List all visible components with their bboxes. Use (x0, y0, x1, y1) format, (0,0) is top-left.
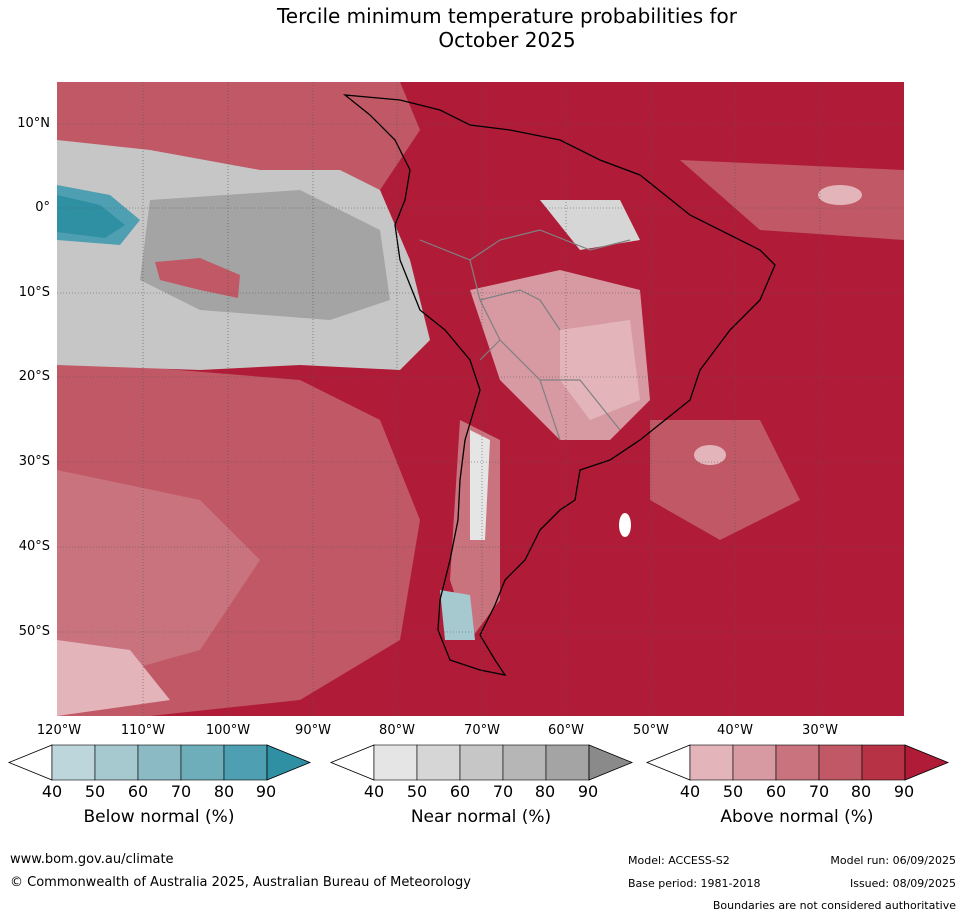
graticule (57, 82, 904, 716)
lat-label-10s: 10°S (18, 285, 50, 300)
near-tick-80: 80 (534, 782, 556, 801)
atlantic-light-patch-2 (694, 445, 726, 465)
above-bar-segment-2 (732, 744, 777, 781)
lat-label-20s: 20°S (18, 369, 50, 384)
below-tick-80: 80 (213, 782, 235, 801)
issued-date: Issued: 08/09/2025 (849, 877, 956, 890)
title-line-1: Tercile minimum temperature probabilitie… (276, 4, 738, 28)
below-bar-high-extension (266, 744, 312, 781)
above-bar-low-extension (645, 744, 691, 781)
title-line-2: October 2025 (438, 28, 576, 52)
lon-label-120w: 120°W (36, 723, 82, 738)
lat-label-40s: 40°S (18, 539, 50, 554)
base-period: Base period: 1981-2018 (628, 877, 761, 890)
near-bar-high-extension (588, 744, 634, 781)
lat-label-0: 0° (35, 200, 50, 215)
above-tick-60: 60 (765, 782, 787, 801)
above-bar-high-extension (904, 744, 950, 781)
below-bar-segment-2 (94, 744, 139, 781)
near-normal-title: Near normal (%) (410, 807, 552, 827)
above-normal-pocket (155, 258, 240, 298)
near-tick-40: 40 (363, 782, 385, 801)
above-normal-70-north-atlantic (680, 160, 904, 240)
boundaries-disclaimer: Boundaries are not considered authoritat… (712, 899, 956, 912)
coastline (342, 94, 776, 676)
below-bar-low-extension (7, 744, 53, 781)
near-tick-60: 60 (449, 782, 471, 801)
near-tick-50: 50 (406, 782, 428, 801)
below-tick-70: 70 (170, 782, 192, 801)
lon-label-110w: 110°W (120, 723, 166, 738)
above-tick-70: 70 (808, 782, 830, 801)
model-run: Model run: 06/09/2025 (830, 854, 956, 867)
andes-near-normal (470, 430, 490, 540)
below-bar-segment-3 (137, 744, 182, 781)
above-bar-segment-4 (818, 744, 863, 781)
above-normal-60-region (57, 470, 260, 690)
above-normal-70-atlantic (650, 420, 800, 540)
lat-label-10n: 10°N (17, 116, 50, 131)
map-title: Tercile minimum temperature probabilitie… (0, 4, 965, 52)
above-bar-segment-3 (775, 744, 820, 781)
patagonia-below-normal (440, 590, 475, 640)
below-tick-40: 40 (41, 782, 63, 801)
below-tick-90: 90 (255, 782, 277, 801)
below-bar-segment-5 (223, 744, 268, 781)
lon-label-60w: 60°W (548, 723, 584, 738)
near-tick-70: 70 (492, 782, 514, 801)
above-tick-90: 90 (893, 782, 915, 801)
lon-label-70w: 70°W (464, 723, 500, 738)
above-tick-40: 40 (679, 782, 701, 801)
lon-label-30w: 30°W (802, 723, 838, 738)
above-normal-40-region (57, 640, 170, 716)
above-normal-title: Above normal (%) (720, 807, 874, 827)
above-tick-80: 80 (850, 782, 872, 801)
atlantic-light-patch (818, 185, 862, 205)
lon-label-40w: 40°W (717, 723, 753, 738)
near-bar-segment-4 (502, 744, 547, 781)
near-bar-segment-3 (459, 744, 504, 781)
above-bar-segment-5 (861, 744, 906, 781)
above-bar-segment-1 (689, 744, 734, 781)
lon-label-50w: 50°W (633, 723, 669, 738)
lon-label-80w: 80°W (379, 723, 415, 738)
below-tick-50: 50 (84, 782, 106, 801)
near-tick-90: 90 (577, 782, 599, 801)
white-patch (619, 513, 631, 537)
continent-interior-above-40 (560, 320, 640, 420)
near-bar-segment-5 (545, 744, 590, 781)
below-normal-title: Below normal (%) (83, 807, 235, 827)
amazon-near-normal (540, 200, 640, 250)
lon-label-100w: 100°W (205, 723, 251, 738)
near-bar-low-extension (329, 744, 375, 781)
above-tick-50: 50 (722, 782, 744, 801)
below-tick-60: 60 (127, 782, 149, 801)
below-normal-core (57, 195, 125, 238)
near-bar-segment-2 (416, 744, 461, 781)
below-bar-segment-4 (180, 744, 225, 781)
website-link[interactable]: www.bom.gov.au/climate (10, 852, 174, 867)
near-bar-segment-1 (373, 744, 418, 781)
below-bar-segment-1 (51, 744, 96, 781)
lon-label-90w: 90°W (295, 723, 331, 738)
model-name: Model: ACCESS-S2 (628, 854, 730, 867)
country-borders (419, 229, 631, 441)
lat-label-50s: 50°S (18, 624, 50, 639)
lat-label-30s: 30°S (18, 454, 50, 469)
copyright-text: © Commonwealth of Australia 2025, Austra… (10, 875, 471, 890)
